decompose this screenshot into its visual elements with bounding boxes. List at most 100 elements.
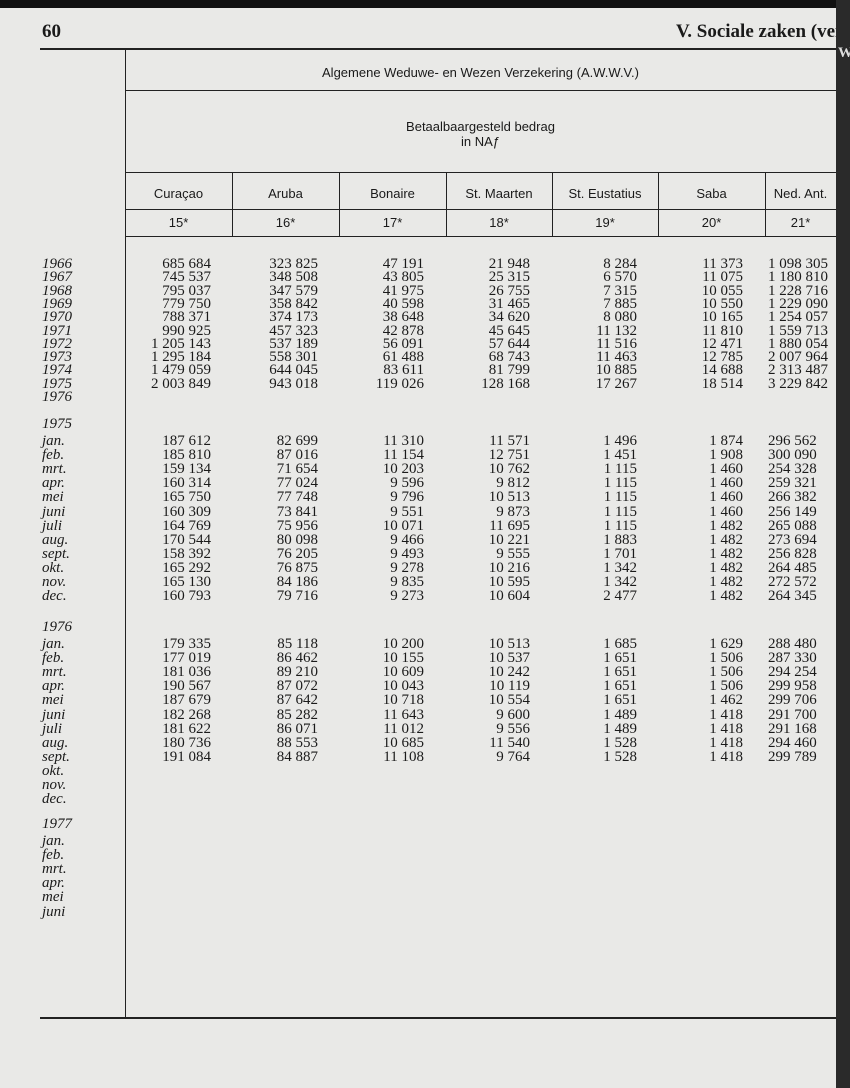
cell: 1 451 [603,447,637,464]
cell: 34 620 [488,309,530,326]
cell: 165 292 [162,559,211,576]
cell: 8 080 [603,309,637,326]
cell: 288 480 [768,637,817,652]
cell: 86 462 [276,650,318,667]
row-label: juni [42,503,66,520]
row-label: 1975 [42,375,72,392]
row-label: mrt. [42,664,67,681]
cell: 358 842 [269,295,318,312]
column-number: 16* [275,215,296,230]
cell: 300 090 [768,448,817,464]
cell: 347 579 [269,282,318,299]
cell: 9 273 [390,588,424,605]
cell: 685 684 [162,256,211,272]
cell: 1 115 [603,475,637,492]
column-number: 17* [382,215,403,230]
rule [40,1017,836,1019]
cell: 1 880 054 [768,336,828,352]
cell: 14 688 [701,362,743,379]
cell: 537 189 [269,335,318,352]
cell: 256 149 [768,504,817,520]
cell: 1 528 [603,734,637,751]
cell: 84 186 [276,574,318,590]
column-number: 15* [168,215,189,230]
cell: 990 925 [162,322,211,339]
cell: 11 695 [489,517,530,534]
cell: 160 793 [162,588,211,605]
cell: 9 596 [390,475,424,492]
cell: 10 221 [488,531,530,548]
rule [658,172,659,237]
cell: 10 604 [488,588,530,605]
cell: 82 699 [276,433,318,449]
row-label: 1972 [42,335,72,352]
cell: 299 958 [768,679,817,695]
cell: 254 328 [768,462,817,478]
row-label: nov. [42,777,67,793]
cell: 2 313 487 [768,363,828,379]
cell: 18 514 [701,375,743,392]
cell: 9 835 [390,574,424,590]
cell: 79 716 [276,588,318,605]
cell: 291 700 [768,707,817,723]
rule [446,172,447,237]
cell: 1 685 [603,636,637,652]
cell: 1 528 [603,748,637,765]
cell: 10 043 [382,678,424,695]
cell: 11 463 [596,349,637,366]
cell: 1 883 [603,531,637,548]
cell: 10 216 [488,559,530,576]
cell: 10 165 [701,309,743,326]
cell: 68 743 [488,349,530,366]
cell: 11 154 [383,447,424,464]
row-label: nov. [42,574,67,590]
cell: 57 644 [488,335,530,352]
cell: 9 600 [496,706,530,723]
cell: 11 132 [596,322,637,339]
column-header: Aruba [268,186,303,201]
cell: 187 679 [162,692,211,709]
row-label: 1968 [42,282,72,299]
row-label: aug. [42,531,69,548]
cell: 1 418 [709,706,743,723]
row-label: 1971 [42,322,72,339]
rule [125,48,126,1018]
cell: 1 115 [603,489,637,506]
cell: 1 115 [603,503,637,520]
cell: 259 321 [768,476,817,492]
cell: 1 651 [603,664,637,681]
cell: 11 571 [489,433,530,449]
cell: 299 789 [768,749,817,765]
cell: 165 750 [162,489,211,506]
cell: 61 488 [382,349,424,366]
cell: 1 482 [709,517,743,534]
column-header: Bonaire [370,186,415,201]
row-label: dec. [42,791,67,808]
cell: 85 118 [277,636,318,652]
cell: 9 873 [496,503,530,520]
cell: 1 460 [709,461,743,478]
cell: 160 314 [162,475,211,492]
cell: 77 748 [276,489,318,506]
cell: 10 119 [489,678,530,695]
cell: 2 003 849 [151,375,211,392]
row-label: jan. [42,833,65,849]
row-label: dec. [42,588,67,605]
cell: 374 173 [269,309,318,326]
cell: 9 555 [496,545,530,562]
cell: 1 874 [709,433,743,449]
cell: 11 810 [702,322,743,339]
cell: 9 764 [496,748,530,765]
cell: 165 130 [162,574,211,590]
subtitle: in NAƒ [460,134,501,149]
column-header: St. Maarten [465,186,533,201]
cell: 2 477 [603,588,637,605]
cell: 1 418 [709,748,743,765]
cell: 264 345 [768,589,817,605]
cell: 12 471 [701,335,743,352]
cell: 1 482 [709,545,743,562]
cell: 11 516 [596,335,637,352]
cell: 119 026 [375,375,424,392]
row-label: aug. [42,734,69,751]
section-title: V. Sociale zaken (vervolg [676,22,836,41]
